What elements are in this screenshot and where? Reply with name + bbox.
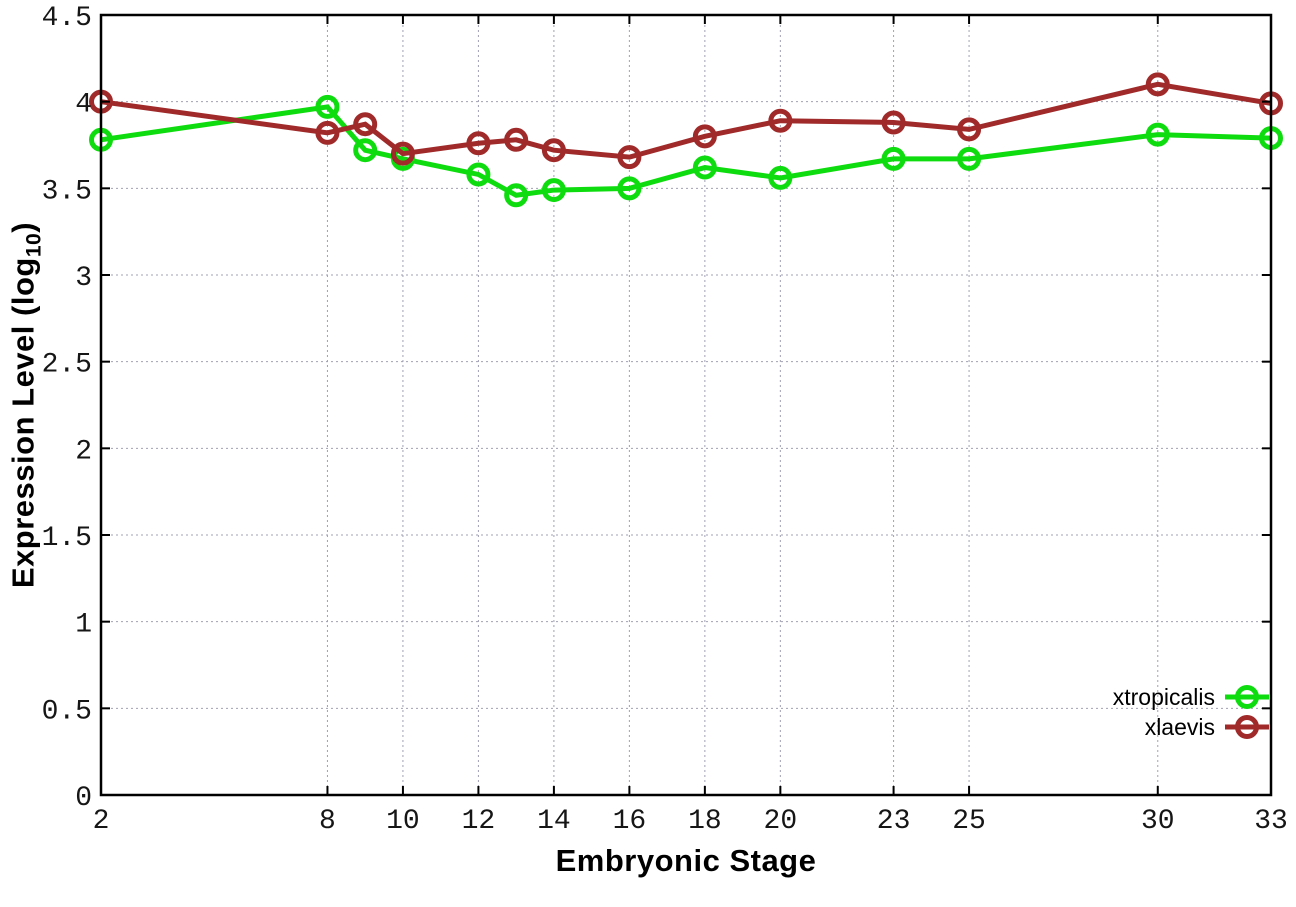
x-tick-label-8: 8: [319, 806, 336, 837]
tick-marks: [100, 14, 1272, 796]
y-tick-label-1: 1: [75, 610, 92, 641]
data-point-xlaevis-25: [957, 117, 982, 142]
data-point-xtropicalis-9: [353, 138, 378, 163]
data-point-xlaevis-13: [504, 127, 529, 152]
y-tick-label-0: 0: [75, 783, 92, 814]
y-tick-label-0.5: 0.5: [42, 696, 92, 727]
x-tick-label-16: 16: [613, 806, 647, 837]
y-axis-title: Expression Level (log10): [5, 222, 46, 588]
data-point-xtropicalis-23: [881, 146, 906, 171]
data-point-xtropicalis-18: [692, 155, 717, 180]
legend: xtropicalis xlaevis: [1113, 684, 1270, 740]
data-point-xlaevis-16: [617, 145, 642, 170]
y-tick-label-2: 2: [75, 436, 92, 467]
series-xtropicalis-line: [100, 104, 1272, 198]
y-axis-title-subscript: 10: [22, 232, 46, 258]
plot-border: [99, 13, 1273, 797]
data-point-xtropicalis-30: [1145, 122, 1170, 147]
data-point-xlaevis-20: [768, 108, 793, 133]
legend-item-xlaevis: xlaevis: [1113, 714, 1270, 740]
x-tick-label-25: 25: [952, 806, 986, 837]
data-point-xlaevis-18: [692, 124, 717, 149]
data-point-xtropicalis-20: [768, 165, 793, 190]
data-point-xlaevis-12: [466, 131, 491, 156]
legend-label-xtropicalis: xtropicalis: [1112, 684, 1215, 710]
data-point-xtropicalis-25: [957, 146, 982, 171]
data-point-xlaevis-14: [541, 138, 566, 163]
legend-item-xtropicalis: xtropicalis: [1113, 684, 1270, 710]
data-point-xlaevis-30: [1145, 72, 1170, 97]
legend-marker-xlaevis-icon: [1225, 715, 1269, 739]
x-tick-label-33: 33: [1254, 806, 1288, 837]
x-tick-label-12: 12: [462, 806, 496, 837]
legend-label-xlaevis: xlaevis: [1144, 714, 1215, 740]
y-tick-labels: 0 0.5 1 1.5 2 2.5 3 3.5 4 4.5: [42, 3, 92, 814]
x-tick-label-18: 18: [688, 806, 722, 837]
data-point-xtropicalis-8: [315, 94, 340, 119]
data-point-xtropicalis-16: [617, 176, 642, 201]
legend-marker-xtropicalis-icon: [1225, 685, 1269, 709]
y-tick-label-3.5: 3.5: [42, 176, 92, 207]
x-tick-label-2: 2: [93, 806, 110, 837]
y-axis-title-text: Expression Level (log: [5, 257, 41, 589]
data-point-xtropicalis-14: [541, 178, 566, 203]
grid-lines: [100, 14, 1272, 796]
x-tick-label-20: 20: [764, 806, 798, 837]
data-point-xlaevis-8: [315, 120, 340, 145]
y-tick-label-2.5: 2.5: [42, 350, 92, 381]
x-tick-label-23: 23: [877, 806, 911, 837]
data-point-xlaevis-9: [353, 112, 378, 137]
y-axis-title-suffix: ): [5, 221, 41, 233]
x-tick-label-30: 30: [1141, 806, 1175, 837]
y-tick-label-1.5: 1.5: [42, 523, 92, 554]
series-xtropicalis: [89, 94, 1283, 208]
data-point-xlaevis-10: [390, 141, 415, 166]
x-tick-label-10: 10: [386, 806, 420, 837]
data-point-xtropicalis-12: [466, 162, 491, 187]
y-tick-label-4: 4: [75, 90, 92, 121]
y-tick-label-4.5: 4.5: [42, 3, 92, 34]
y-tick-label-3: 3: [75, 263, 92, 294]
x-axis-title: Embryonic Stage: [555, 843, 817, 878]
series-xlaevis-line: [100, 81, 1272, 160]
x-tick-labels: 2 8 10 12 14 16 18 20 23 25 30 33: [93, 806, 1288, 837]
x-tick-label-14: 14: [537, 806, 571, 837]
series-xlaevis: [89, 72, 1283, 170]
data-point-xlaevis-23: [881, 110, 906, 135]
data-point-xtropicalis-13: [504, 183, 529, 208]
